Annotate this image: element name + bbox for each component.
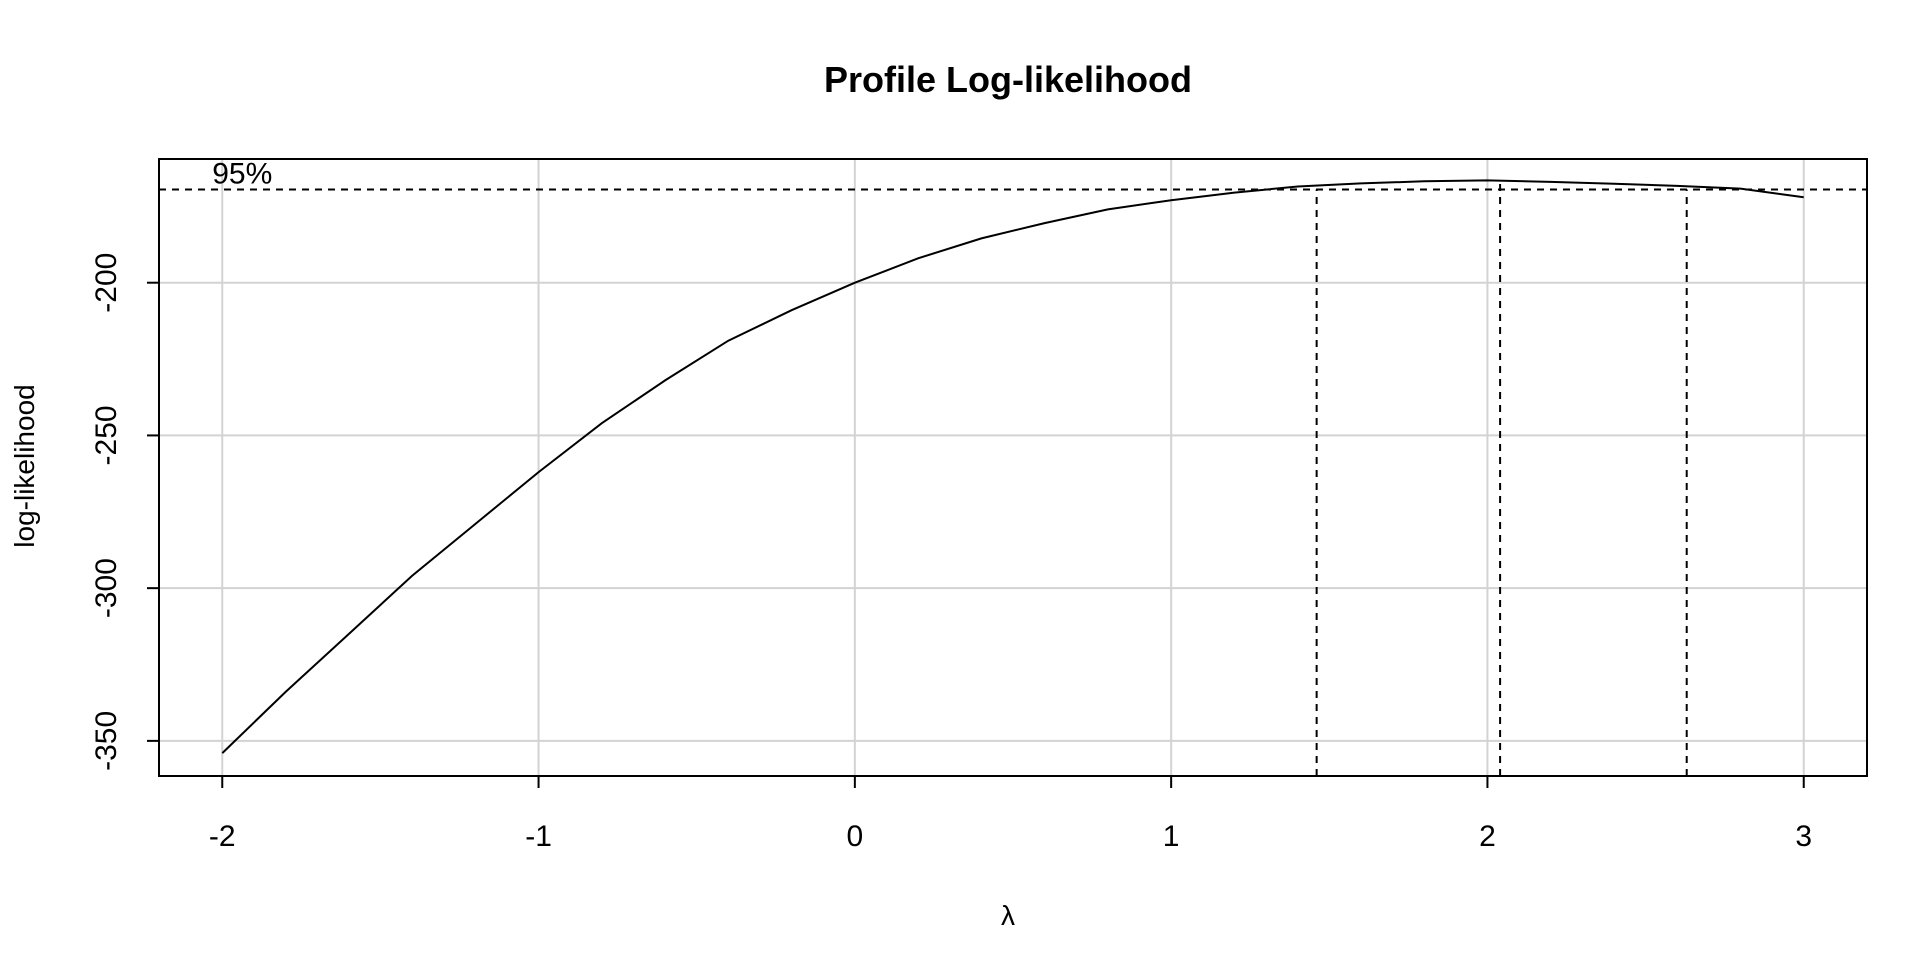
ci-level-label: 95% — [212, 158, 272, 191]
y-tick-label: -350 — [90, 711, 123, 771]
x-tick-label: 2 — [1479, 820, 1496, 853]
reference-lines: 95% — [159, 158, 1867, 776]
loglik-curve — [221, 179, 1804, 754]
series-layer — [221, 179, 1804, 754]
chart-title: Profile Log-likelihood — [824, 59, 1192, 100]
y-tick-label: -250 — [90, 405, 123, 465]
x-tick-label: -2 — [209, 820, 236, 853]
x-tick-label: -1 — [525, 820, 552, 853]
x-tick-label: 1 — [1163, 820, 1180, 853]
y-tick-label: -300 — [90, 558, 123, 618]
x-tick-label: 0 — [847, 820, 864, 853]
y-axis-label: log-likelihood — [9, 384, 40, 547]
grid-lines — [159, 159, 1867, 776]
plot-frame — [158, 158, 1868, 777]
y-tick-label: -200 — [90, 253, 123, 313]
axes: -2 -1 0 1 2 3 -200 -250 -300 -350 — [90, 253, 1812, 853]
x-tick-label: 3 — [1795, 820, 1812, 853]
x-axis-label: λ — [1001, 900, 1015, 931]
